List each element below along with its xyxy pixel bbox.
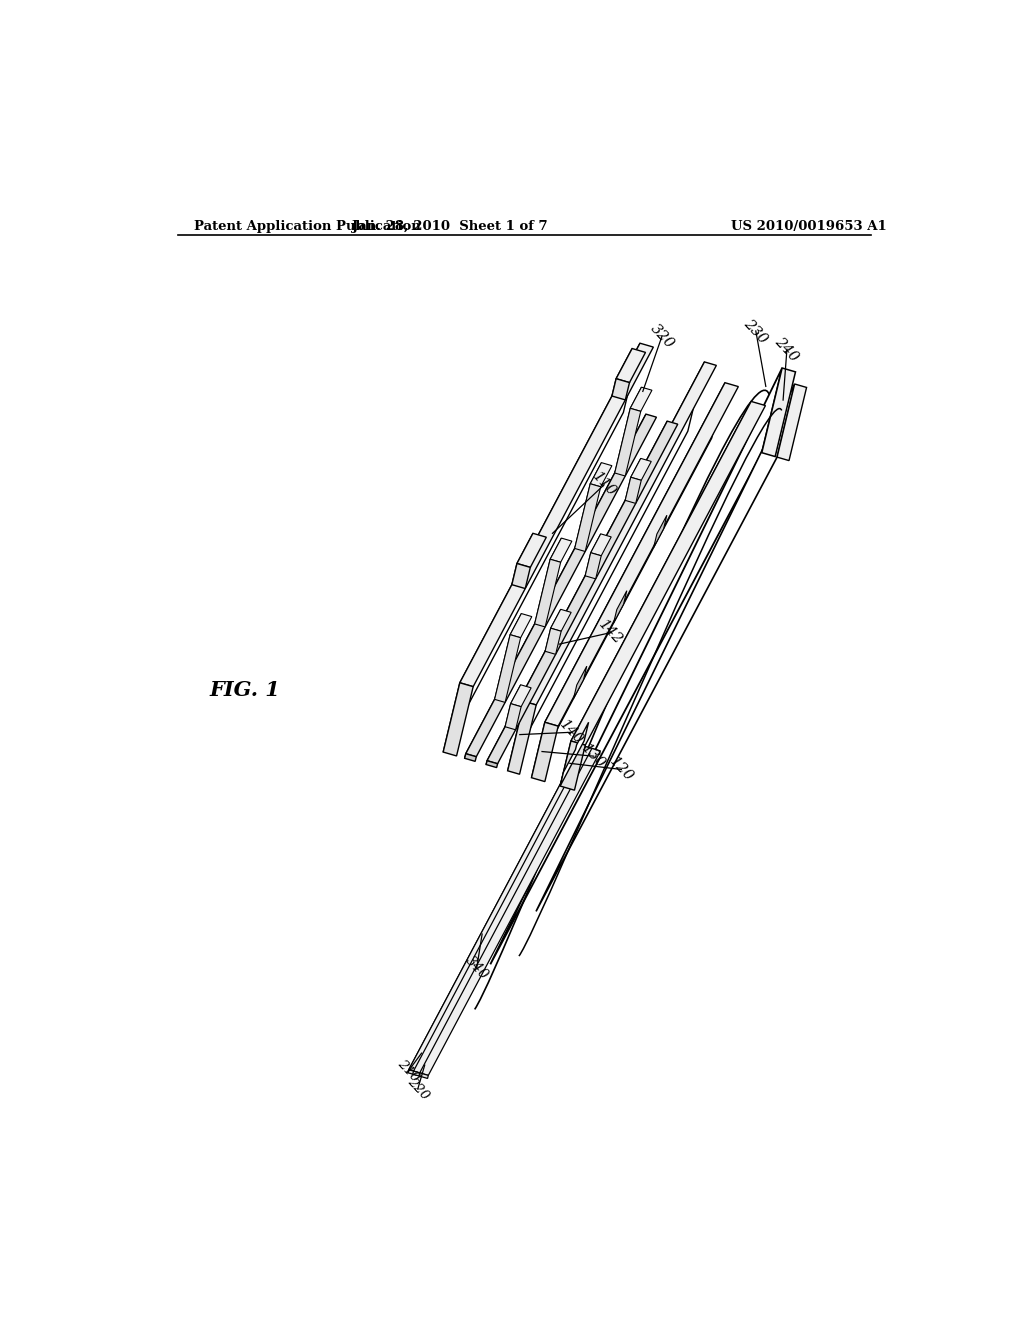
Text: Patent Application Publication: Patent Application Publication — [194, 219, 421, 232]
Text: 110: 110 — [590, 470, 618, 500]
Polygon shape — [512, 564, 530, 589]
Polygon shape — [560, 401, 752, 785]
Text: Jan. 28, 2010  Sheet 1 of 7: Jan. 28, 2010 Sheet 1 of 7 — [352, 219, 548, 232]
Polygon shape — [616, 348, 645, 383]
Polygon shape — [512, 533, 532, 585]
Text: 240: 240 — [772, 334, 802, 364]
Polygon shape — [508, 362, 705, 771]
Polygon shape — [531, 383, 725, 777]
Polygon shape — [419, 748, 592, 1076]
Polygon shape — [614, 408, 641, 477]
Polygon shape — [614, 387, 641, 473]
Polygon shape — [517, 533, 547, 568]
Polygon shape — [626, 458, 641, 500]
Polygon shape — [413, 1071, 422, 1077]
Polygon shape — [551, 610, 571, 631]
Polygon shape — [508, 701, 537, 775]
Polygon shape — [626, 478, 641, 503]
Polygon shape — [777, 384, 807, 461]
Polygon shape — [531, 722, 558, 781]
Polygon shape — [495, 614, 521, 700]
Polygon shape — [490, 368, 782, 965]
Polygon shape — [612, 348, 632, 396]
Polygon shape — [560, 722, 589, 785]
Polygon shape — [487, 421, 678, 764]
Polygon shape — [630, 387, 652, 412]
Polygon shape — [419, 1073, 428, 1078]
Polygon shape — [524, 362, 717, 705]
Polygon shape — [505, 685, 520, 727]
Polygon shape — [495, 635, 520, 702]
Text: 230: 230 — [741, 315, 770, 346]
Polygon shape — [414, 747, 594, 1073]
Text: 130: 130 — [579, 742, 608, 771]
Polygon shape — [653, 515, 667, 548]
Polygon shape — [536, 384, 795, 911]
Polygon shape — [505, 704, 521, 730]
Polygon shape — [443, 682, 473, 756]
Polygon shape — [465, 414, 646, 758]
Polygon shape — [545, 610, 561, 651]
Polygon shape — [762, 368, 796, 457]
Text: 142: 142 — [596, 618, 626, 648]
Polygon shape — [585, 533, 601, 576]
Polygon shape — [591, 533, 611, 556]
Polygon shape — [613, 590, 627, 623]
Text: 120: 120 — [607, 755, 636, 784]
Polygon shape — [574, 462, 601, 548]
Polygon shape — [560, 741, 586, 791]
Polygon shape — [460, 343, 653, 686]
Polygon shape — [511, 685, 531, 706]
Text: 210: 210 — [395, 1057, 422, 1085]
Polygon shape — [545, 383, 738, 726]
Polygon shape — [571, 401, 766, 744]
Polygon shape — [545, 628, 561, 655]
Polygon shape — [409, 746, 590, 1072]
Polygon shape — [466, 414, 656, 756]
Polygon shape — [408, 1069, 418, 1076]
Polygon shape — [443, 343, 640, 752]
Polygon shape — [612, 379, 630, 400]
Text: 140: 140 — [557, 717, 586, 747]
Polygon shape — [413, 747, 586, 1074]
Polygon shape — [486, 760, 498, 768]
Polygon shape — [573, 667, 587, 698]
Text: 220: 220 — [404, 1076, 431, 1102]
Text: US 2010/0019653 A1: US 2010/0019653 A1 — [731, 219, 887, 232]
Polygon shape — [535, 560, 561, 627]
Polygon shape — [420, 748, 600, 1076]
Polygon shape — [535, 539, 561, 624]
Polygon shape — [574, 483, 601, 552]
Polygon shape — [465, 754, 476, 762]
Polygon shape — [408, 746, 581, 1073]
Polygon shape — [631, 458, 651, 480]
Text: FIG. 1: FIG. 1 — [209, 680, 280, 700]
Polygon shape — [486, 421, 668, 764]
Text: 320: 320 — [647, 321, 677, 351]
Polygon shape — [550, 539, 571, 562]
Polygon shape — [510, 614, 531, 638]
Text: 340: 340 — [463, 953, 490, 982]
Polygon shape — [585, 553, 601, 579]
Polygon shape — [590, 462, 612, 487]
